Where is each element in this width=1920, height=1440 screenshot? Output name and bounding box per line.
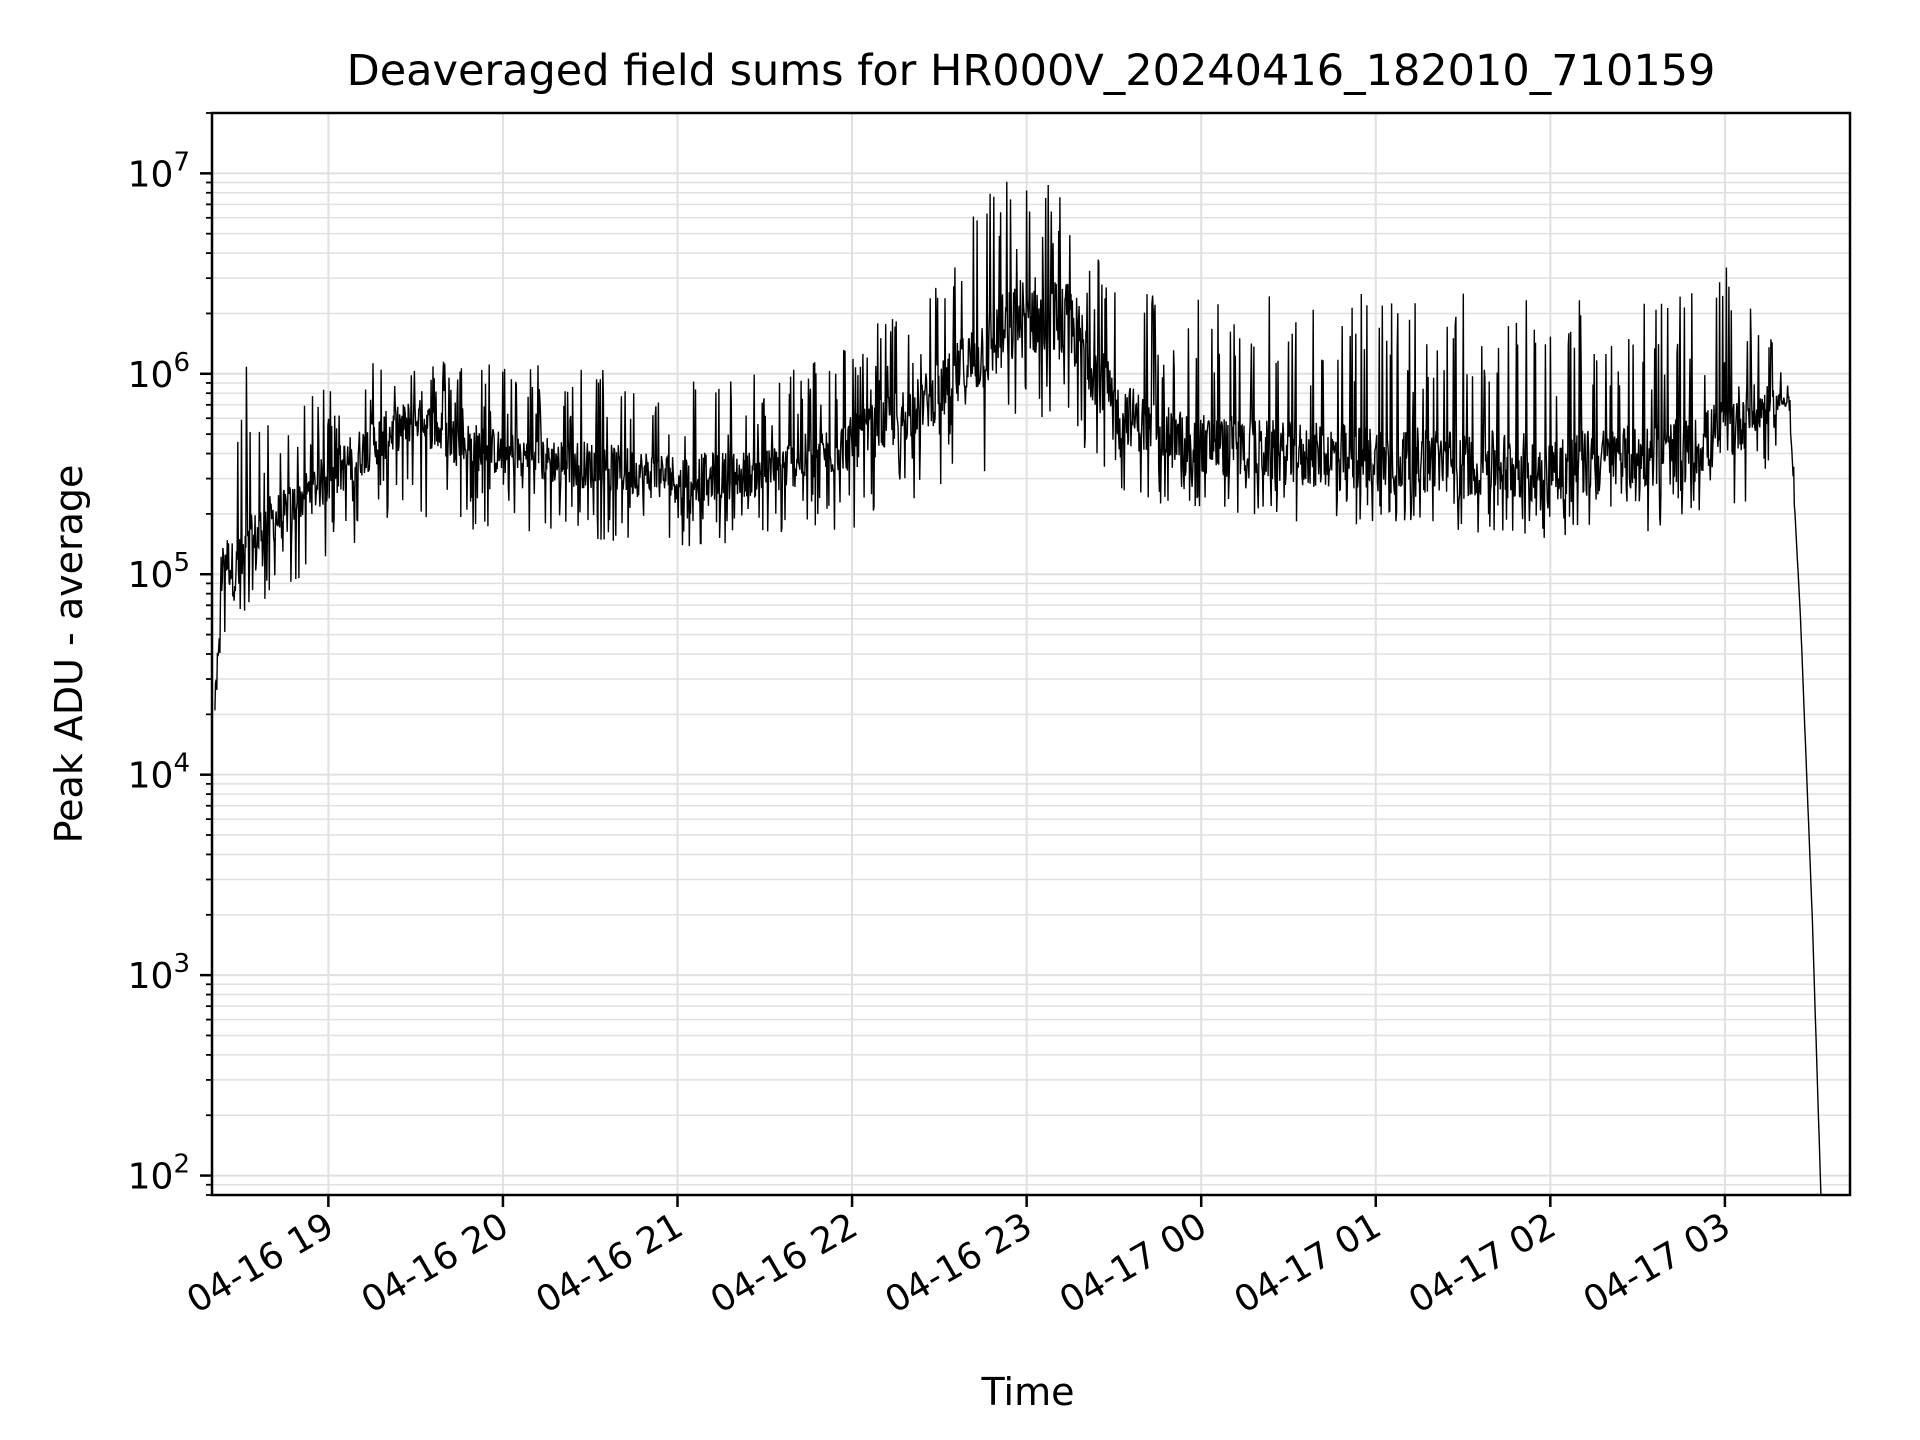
x-tick-label: 04-16 22 <box>704 1205 865 1321</box>
x-axis-ticks: 04-16 19 04-16 20 04-16 21 04-16 22 04-16 23… <box>180 1195 1737 1322</box>
chart-title: Deaveraged field sums for HR000V_2024041… <box>347 46 1716 96</box>
y-axis-label: Peak ADU - average <box>47 465 91 844</box>
x-tick-label: 04-17 03 <box>1577 1205 1738 1321</box>
grid-lines <box>212 112 1850 1196</box>
series-line <box>214 181 1822 1195</box>
y-tick-label: 105 <box>128 548 190 596</box>
y-tick-label: 107 <box>128 147 190 195</box>
x-tick-label: 04-16 23 <box>878 1205 1039 1321</box>
x-tick-label: 04-17 00 <box>1053 1205 1214 1321</box>
x-tick-label: 04-17 02 <box>1402 1205 1563 1321</box>
series-line-group <box>214 181 1822 1195</box>
y-tick-label: 102 <box>128 1150 190 1198</box>
x-tick-label: 04-16 20 <box>355 1205 516 1321</box>
y-tick-label: 106 <box>128 348 190 396</box>
x-tick-label: 04-16 21 <box>529 1205 690 1321</box>
y-tick-label: 104 <box>128 749 190 797</box>
y-axis-ticks: 102 103 104 105 106 107 <box>128 112 212 1198</box>
x-tick-label: 04-17 01 <box>1228 1205 1389 1321</box>
y-tick-label: 103 <box>128 949 190 997</box>
x-axis-label: Time <box>981 1370 1075 1414</box>
x-tick-label: 04-16 19 <box>180 1205 341 1321</box>
